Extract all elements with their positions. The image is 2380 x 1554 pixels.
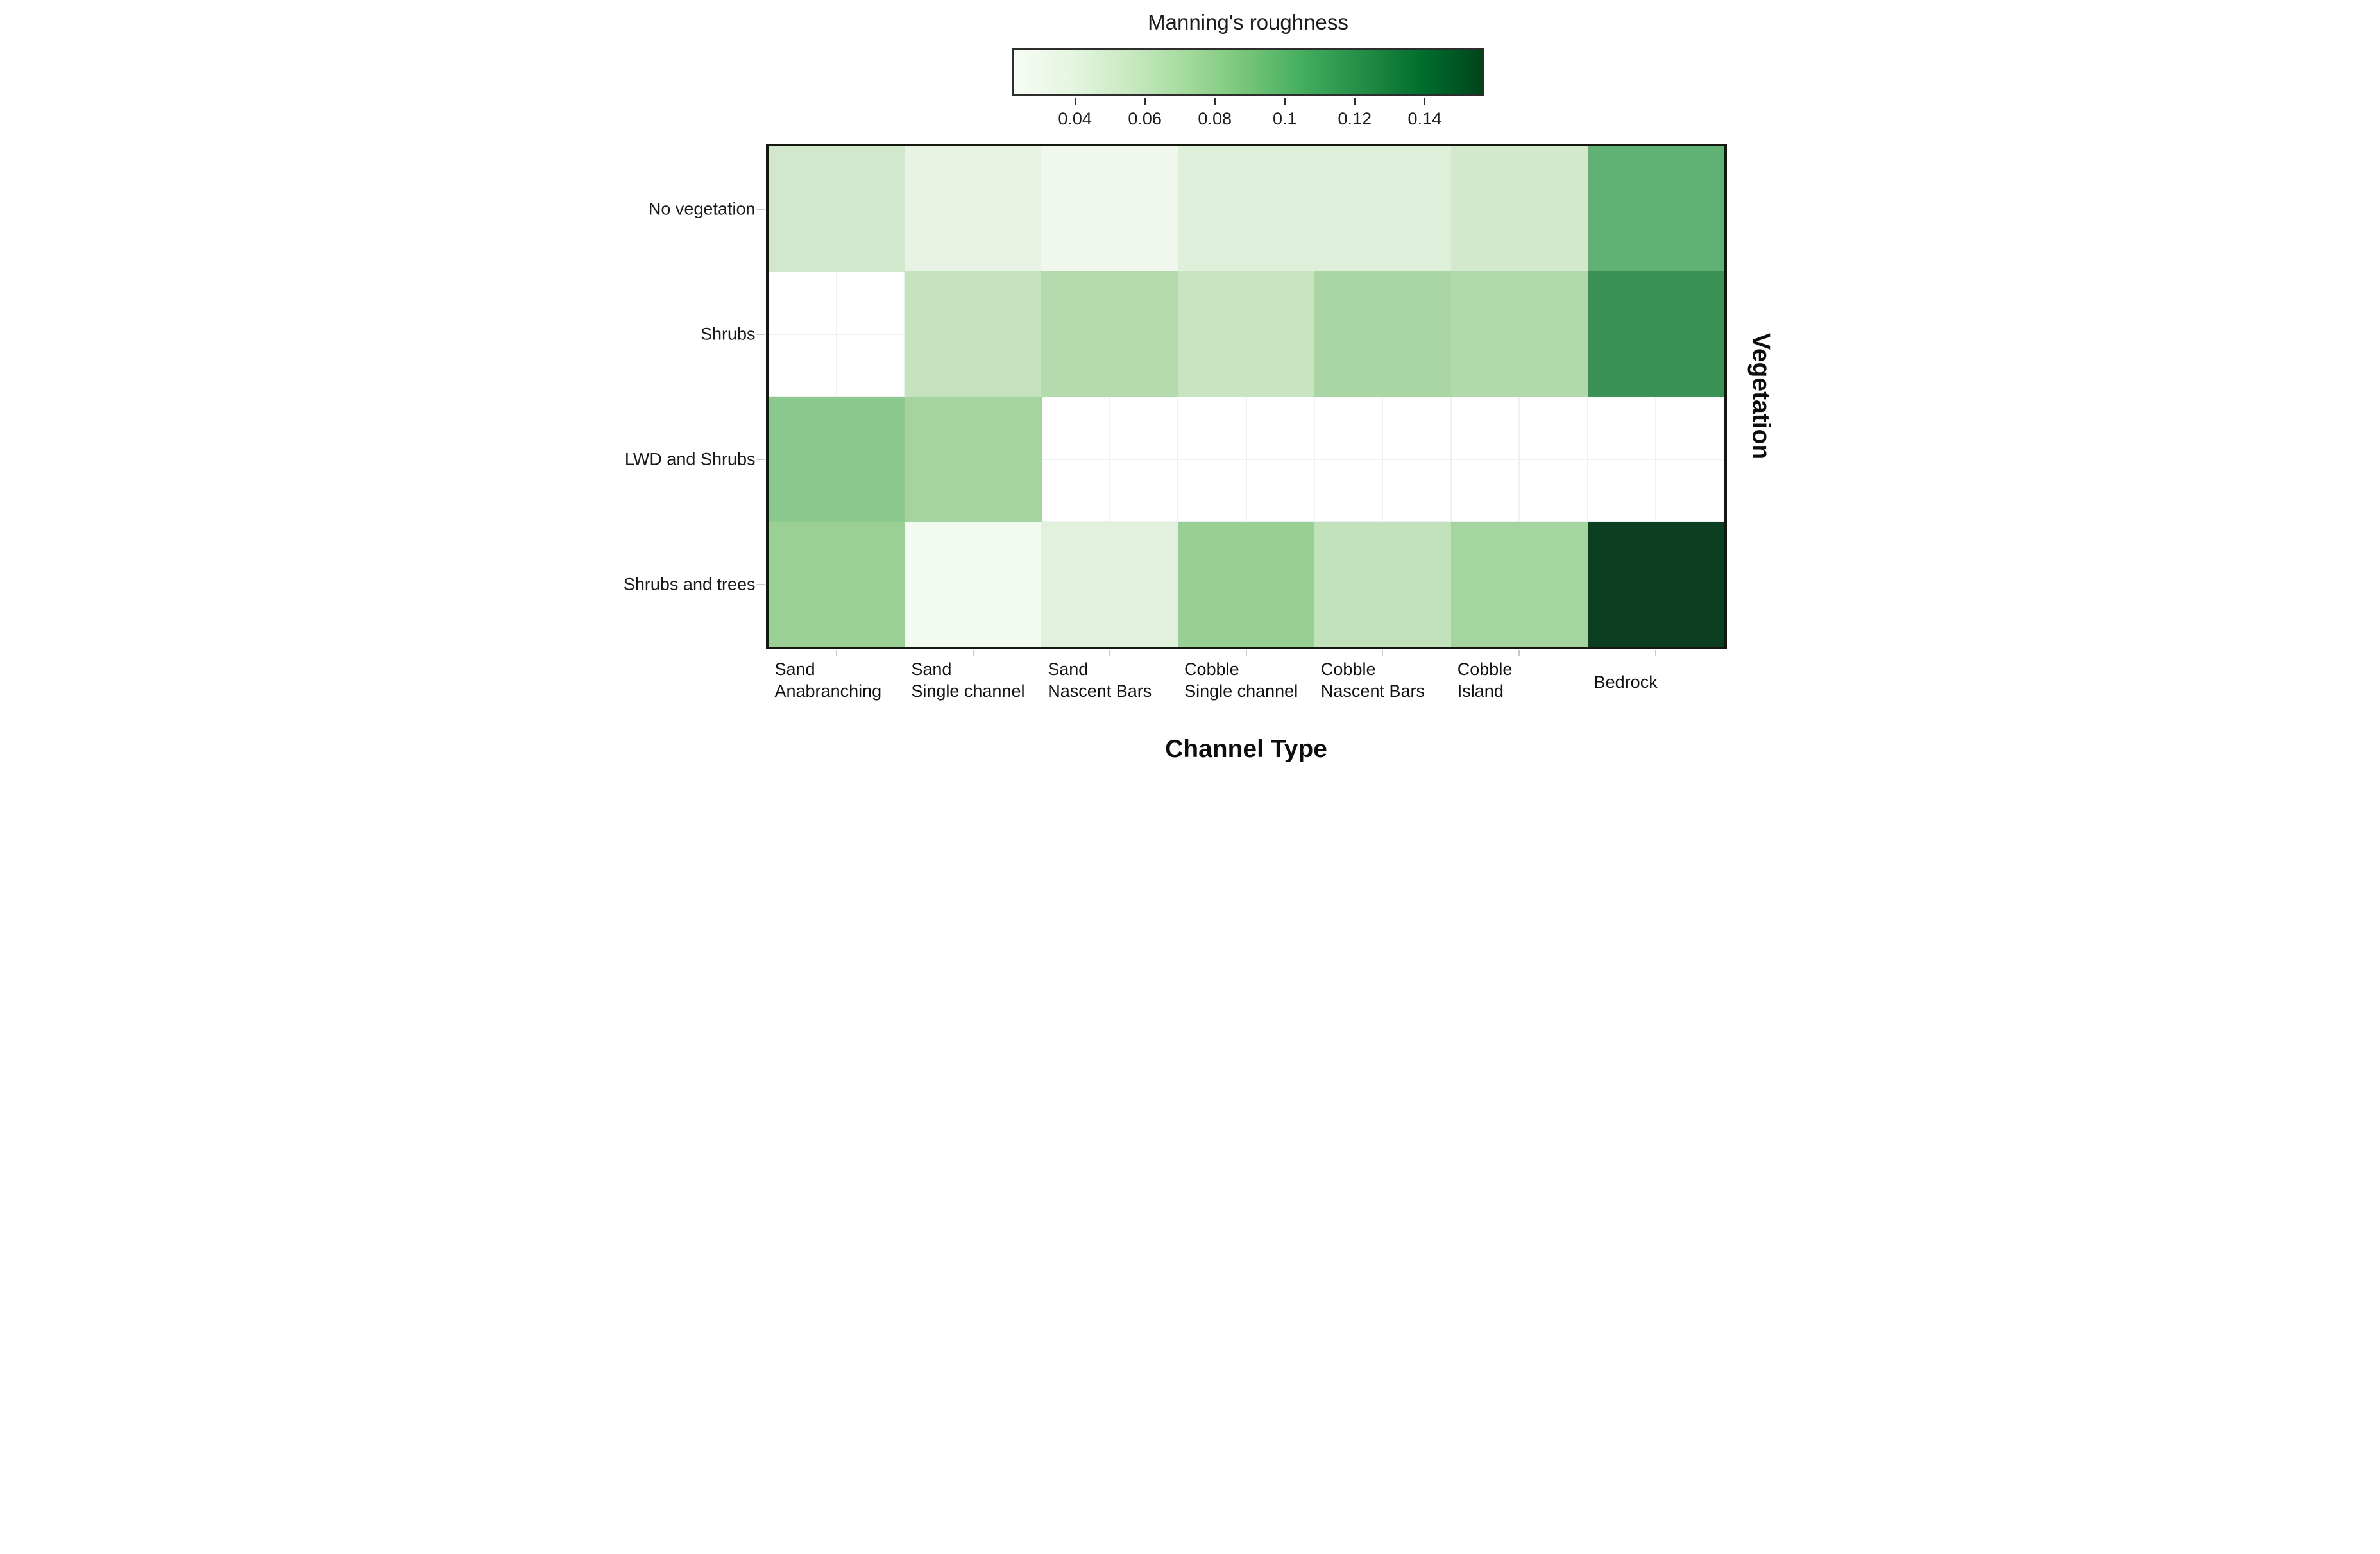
heatmap-cell [1178, 522, 1315, 647]
heatmap-figure: Manning's roughness 0.04 0.06 0.08 0.1 0.12 0… [595, 0, 1785, 777]
colorbar-gradient [1012, 48, 1484, 96]
x-tick-mark [972, 650, 974, 656]
x-tick-mark [835, 650, 837, 656]
x-tick-label: Sand Nascent Bars [1048, 660, 1152, 701]
x-tick-label: Cobble Nascent Bars [1320, 660, 1425, 701]
colorbar-tick-label: 0.1 [1272, 109, 1297, 128]
x-tick-mark [1245, 650, 1247, 656]
heatmap-cell [1041, 522, 1178, 647]
colorbar-tick-label: 0.06 [1128, 109, 1162, 128]
y-tick-label: LWD and Shrubs [624, 449, 756, 468]
heatmap-cell [1178, 271, 1315, 397]
heatmap-cell [768, 397, 905, 522]
x-tick-label: Bedrock [1594, 672, 1658, 692]
heatmap-cell [768, 146, 905, 272]
x-axis-title: Channel Type [1165, 735, 1327, 763]
heatmap-cell [905, 522, 1042, 647]
heatmap-cell [1450, 522, 1588, 647]
x-tick-mark [1382, 650, 1384, 656]
panel-border [765, 144, 1727, 649]
y-tick-mark [755, 583, 765, 585]
colorbar-tick-mark [1144, 98, 1146, 105]
heatmap-cell [1450, 146, 1588, 272]
heatmap-cell [1314, 522, 1452, 647]
heatmap-cell [768, 522, 905, 647]
y-axis-title: Vegetation [1747, 333, 1775, 460]
x-tick-mark [1109, 650, 1110, 656]
heatmap-cell [1450, 271, 1588, 397]
x-tick-label: Sand Single channel [911, 660, 1025, 701]
heatmap-cell [1587, 271, 1724, 397]
heatmap-cell [1587, 522, 1724, 647]
heatmap-cell [1041, 146, 1178, 272]
colorbar-title: Manning's roughness [1148, 10, 1348, 34]
heatmap-cell [1178, 146, 1315, 272]
x-tick-label: Cobble Island [1457, 660, 1513, 701]
heatmap-cell [905, 146, 1042, 272]
colorbar-tick-mark [1424, 98, 1425, 105]
colorbar-tick-label: 0.04 [1058, 109, 1092, 128]
heatmap-cell [905, 397, 1042, 522]
colorbar-tick-mark [1284, 98, 1286, 105]
colorbar-tick-mark [1074, 98, 1076, 105]
y-tick-label: Shrubs [700, 324, 756, 343]
heatmap-cell [1314, 271, 1452, 397]
x-tick-label: Cobble Single channel [1184, 660, 1298, 701]
heatmap-cell [1041, 271, 1178, 397]
panel-gridline [768, 458, 1724, 460]
heatmap-cell [1587, 146, 1724, 272]
heatmap-cell [1314, 146, 1452, 272]
x-tick-mark [1655, 650, 1657, 656]
x-tick-label: Sand Anabranching [774, 660, 882, 701]
colorbar-tick-mark [1214, 98, 1216, 105]
heatmap-panel [768, 146, 1724, 647]
y-tick-label: Shrubs and trees [623, 574, 756, 593]
heatmap-cell [905, 271, 1042, 397]
y-tick-mark [755, 333, 765, 335]
colorbar-tick-label: 0.08 [1198, 109, 1232, 128]
colorbar-tick-label: 0.14 [1407, 109, 1442, 128]
y-tick-mark [755, 208, 765, 210]
colorbar-tick-mark [1354, 98, 1356, 105]
x-tick-mark [1518, 650, 1520, 656]
y-tick-mark [755, 458, 765, 460]
y-tick-label: No vegetation [648, 199, 756, 218]
colorbar-tick-label: 0.12 [1338, 109, 1372, 128]
